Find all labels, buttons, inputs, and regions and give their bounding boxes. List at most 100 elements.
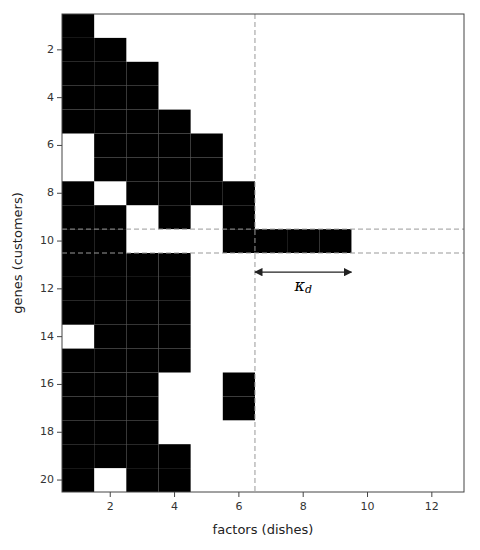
cell [94,86,126,110]
y-tick-label: 14 [40,330,54,343]
plot-frame [62,14,464,492]
cell [158,277,190,301]
cell [158,444,190,468]
cell [62,14,94,38]
y-tick-label: 8 [47,186,54,199]
cell [158,157,190,181]
cell [191,181,223,205]
cell [94,277,126,301]
cell [126,181,158,205]
cell [94,444,126,468]
cell [62,396,94,420]
cell [126,86,158,110]
cell [62,373,94,397]
y-tick [57,432,62,433]
cell [223,229,255,253]
cell [255,229,287,253]
y-tick [57,49,62,50]
cell [126,134,158,158]
cell [158,181,190,205]
cell [223,205,255,229]
y-tick-label: 10 [40,234,54,247]
cell [62,444,94,468]
chart: κd246810122468101214161820factors (dishe… [0,0,480,550]
arrow [255,272,351,273]
cell [158,205,190,229]
cell [158,468,190,492]
reference-line [62,253,464,254]
x-tick-label: 6 [235,500,242,513]
x-tick-label: 2 [107,500,114,513]
cell [94,396,126,420]
cell [62,277,94,301]
y-tick [57,384,62,385]
cell [158,134,190,158]
cell [94,253,126,277]
cell [94,373,126,397]
x-tick-label: 4 [171,500,178,513]
y-axis-label: genes (customers) [10,192,25,314]
cell [126,62,158,86]
cell [126,301,158,325]
x-tick-label: 10 [361,500,375,513]
cell [94,325,126,349]
cell [62,420,94,444]
cell [319,229,351,253]
cell [94,62,126,86]
cell [158,253,190,277]
cell [94,157,126,181]
y-tick [57,193,62,194]
cell [158,301,190,325]
cell [126,277,158,301]
annotation-main: κ [293,276,305,295]
y-tick-label: 20 [40,473,54,486]
y-tick [57,145,62,146]
y-tick [57,336,62,337]
x-tick [367,492,368,497]
y-tick [57,288,62,289]
cell [223,181,255,205]
annotation: κd [293,276,312,297]
y-tick-label: 18 [40,425,54,438]
cell [287,229,319,253]
cell [62,253,94,277]
reference-line [62,229,464,230]
x-tick [303,492,304,497]
cell [62,468,94,492]
y-tick [57,480,62,481]
y-tick-label: 4 [47,91,54,104]
cell [126,420,158,444]
cell [94,38,126,62]
cell [126,444,158,468]
cell [191,134,223,158]
x-tick [238,492,239,497]
cell [126,396,158,420]
cell [94,110,126,134]
cell [62,301,94,325]
axes: 246810122468101214161820 [40,43,439,513]
y-tick [57,97,62,98]
cell [62,181,94,205]
cell [158,325,190,349]
cell [94,229,126,253]
cell [126,253,158,277]
x-tick [431,492,432,497]
cell [191,157,223,181]
y-tick-label: 6 [47,138,54,151]
cell [158,110,190,134]
cell [126,373,158,397]
cell [94,134,126,158]
cell [62,205,94,229]
cell [62,86,94,110]
y-tick-label: 2 [47,43,54,56]
y-tick-label: 16 [40,377,54,390]
cell [223,373,255,397]
cell [126,157,158,181]
x-tick [110,492,111,497]
cell [94,205,126,229]
x-tick [174,492,175,497]
cell [62,349,94,373]
plot-area [62,14,464,492]
x-tick-label: 8 [300,500,307,513]
cell [126,468,158,492]
